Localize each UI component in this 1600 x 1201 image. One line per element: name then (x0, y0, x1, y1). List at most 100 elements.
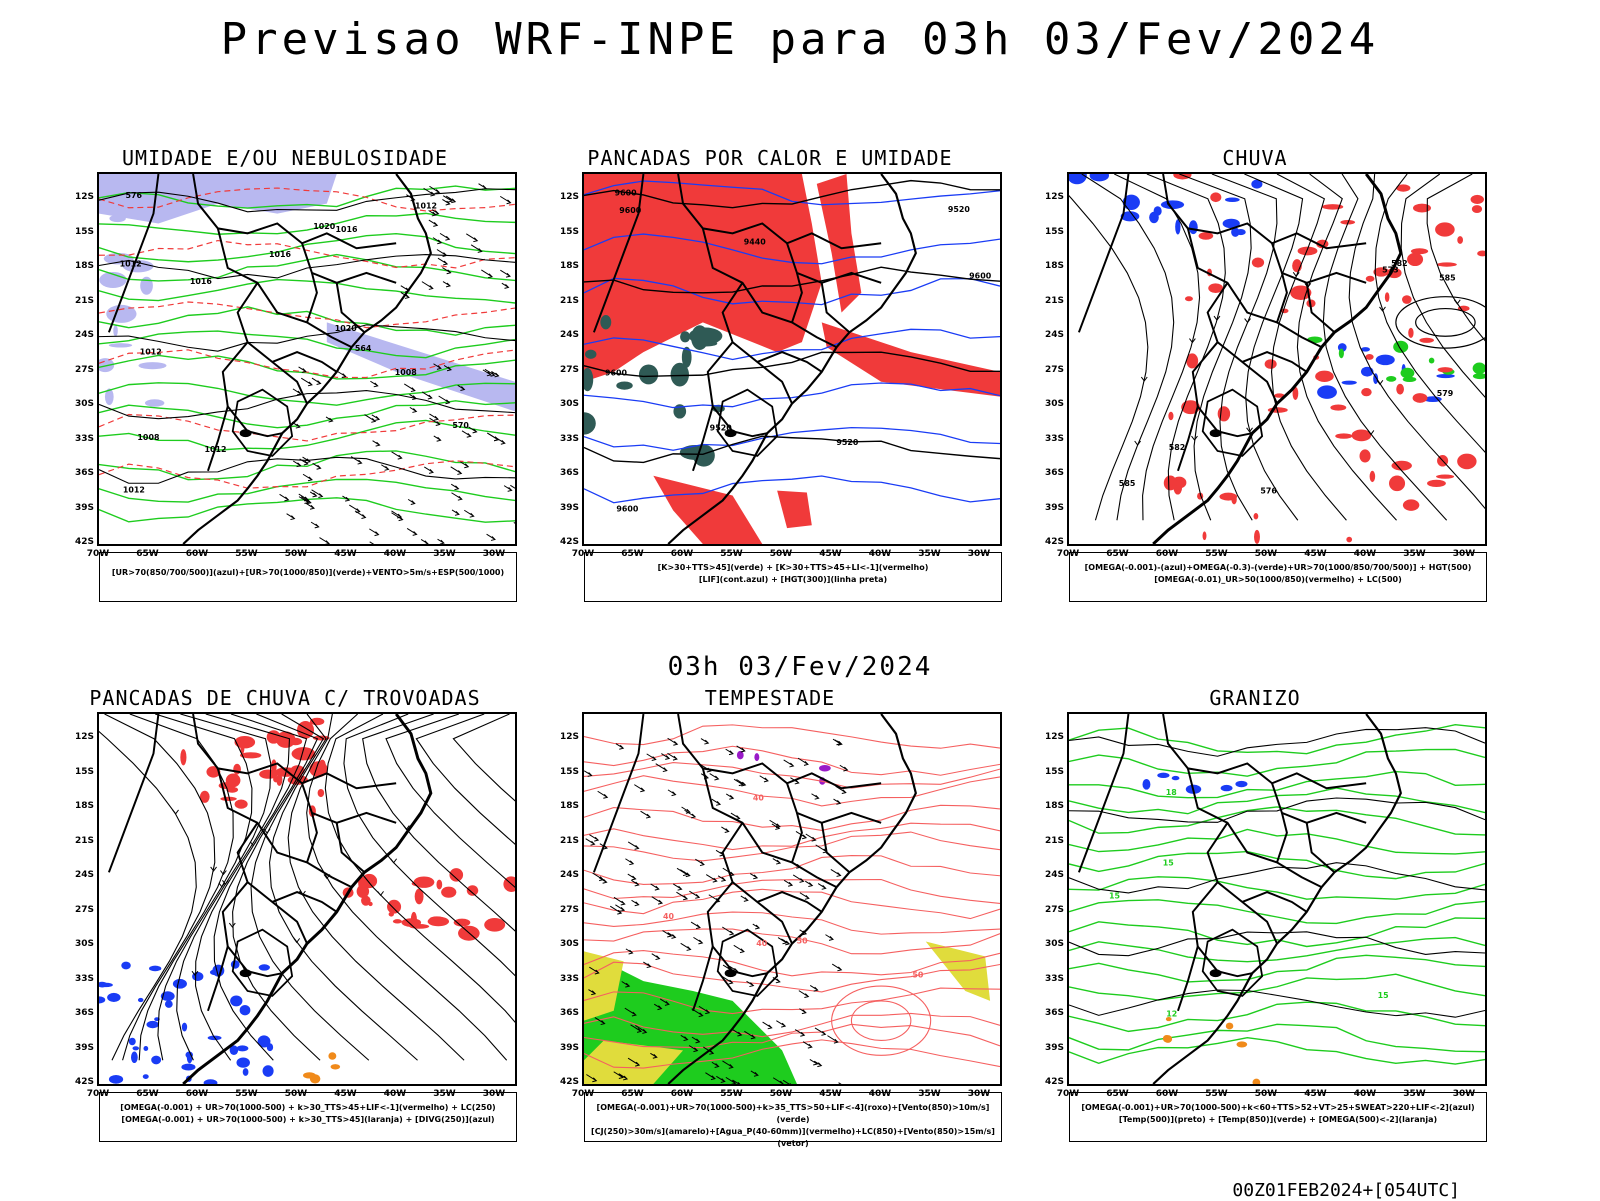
wind-vector (624, 1007, 637, 1017)
thickness-contour (99, 301, 515, 329)
rain-red (1186, 353, 1199, 369)
map-svg: 1012101210121016101610081012102010161020… (99, 174, 515, 544)
precipitable-water-contour (584, 961, 1000, 993)
rain-red (1457, 453, 1477, 470)
latitude-label: 15S (1044, 766, 1064, 777)
rain-red (1412, 203, 1432, 213)
map-area (97, 712, 517, 1086)
latitude-label: 15S (74, 226, 94, 237)
latitude-label: 21S (74, 835, 94, 846)
wind-vector (461, 430, 472, 438)
rain-red (1202, 531, 1207, 541)
temp-850-contour (1069, 876, 1485, 900)
wind-vector (802, 1041, 813, 1049)
state-border (1162, 174, 1367, 250)
wind-vector (811, 793, 820, 800)
wind-vector (513, 522, 515, 524)
legend-line: [LIF](cont.azul) + [HGT(300)](linha pret… (698, 575, 888, 584)
rain-red (1184, 296, 1193, 302)
legend-line: [OMEGA(-0.001)-(azul)+OMEGA(-0.3)-(verde… (1084, 563, 1472, 572)
wind-vector (439, 232, 451, 241)
contour-label: 1008 (137, 433, 160, 442)
longitude-label: 70W (86, 1089, 110, 1099)
longitude-label: 55W (720, 1089, 743, 1099)
convection-weak-area (681, 346, 692, 368)
longitude-label: 40W (383, 549, 407, 559)
longitude-label: 65W (136, 1089, 159, 1099)
rain-red (1168, 411, 1174, 421)
longitude-label: 60W (670, 549, 694, 559)
divergence-blue (164, 1000, 173, 1008)
height-contour (584, 435, 1000, 464)
streamline-arrow (1379, 306, 1386, 312)
wind-vector (451, 509, 460, 516)
precipitable-water-contour (584, 831, 1000, 862)
divergence-blue (160, 991, 175, 1001)
state-border (1276, 812, 1288, 863)
legend-line: [Temp(500)](preto) + [Temp(850)](verde) … (1118, 1115, 1438, 1124)
precipitable-water-contour (584, 804, 1000, 831)
wind-vector (510, 484, 515, 489)
streamline (343, 714, 515, 977)
longitude-label: 30W (482, 1089, 506, 1099)
wind-vector (436, 249, 448, 257)
rain-red (1173, 174, 1192, 180)
wind-vector (771, 823, 781, 830)
wind-vector (695, 858, 705, 867)
convection-area (816, 174, 862, 313)
streamline-arrow (1244, 318, 1251, 324)
wind-vector (597, 790, 609, 799)
lifted-index-contour (584, 233, 1000, 265)
thickness-contour (99, 239, 515, 269)
convection-area (821, 322, 1000, 397)
wind-vector (725, 1076, 737, 1084)
wind-vector (792, 874, 805, 883)
storm-orange (330, 1064, 341, 1070)
wind-vector (311, 377, 322, 386)
latitude-label: 30S (74, 399, 94, 409)
wind-vector (690, 921, 701, 930)
uruguay-border (716, 388, 779, 457)
longitude-label: 55W (1205, 549, 1228, 559)
jet-area (925, 941, 991, 1001)
latitude-label: 12S (1044, 732, 1064, 742)
cyclone-contour (850, 1000, 912, 1042)
contour-label: 15 (1378, 991, 1389, 1000)
panel-pancadas-trovoadas: PANCADAS DE CHUVA C/ TROVOADAS 12S 15S 18S 2… (50, 686, 520, 1171)
legend-line: [OMEGA(-0.001)+UR>70(1000-500)+k<60+TTS>… (1081, 1103, 1475, 1112)
storm-orange (303, 1072, 316, 1079)
storm-red (449, 868, 464, 882)
state-border (677, 174, 882, 250)
wind-vector (688, 1045, 699, 1053)
latitude-label: 15S (1044, 226, 1064, 237)
legend-line: [OMEGA(-0.001) + UR>70(1000-500) + k>30_… (120, 1103, 496, 1112)
wind-vector (349, 504, 361, 514)
latitude-label: 15S (559, 226, 579, 237)
rain-red (1322, 204, 1344, 210)
wind-vector (464, 509, 475, 518)
uruguay-border (231, 928, 294, 997)
latitude-label: 21S (74, 295, 94, 306)
latitude-label: 21S (559, 295, 579, 306)
temp-500-contour (1069, 931, 1485, 957)
streamline (213, 714, 308, 1061)
coastline (1152, 174, 1403, 544)
streamline (104, 714, 216, 1061)
contour-label: 9520 (948, 205, 971, 214)
rain-red (1290, 285, 1312, 300)
contour-label: 579 (1437, 389, 1454, 398)
omega-orange (1162, 1035, 1171, 1043)
longitude-label: 70W (86, 549, 110, 559)
longitude-label: 60W (670, 1089, 694, 1099)
state-border (306, 272, 318, 323)
wind-vector (762, 1021, 773, 1030)
divergence-blue (185, 1051, 193, 1059)
latitude-label: 33S (1044, 433, 1064, 444)
rain-blue (1089, 174, 1110, 182)
map-area: 40 40 50 50 40 (582, 712, 1002, 1086)
storm-red (239, 752, 262, 759)
state-border (1191, 341, 1253, 438)
wind-vector (809, 985, 819, 992)
contour-label: 576 (126, 191, 143, 200)
contour-label: 9520 (710, 424, 733, 433)
